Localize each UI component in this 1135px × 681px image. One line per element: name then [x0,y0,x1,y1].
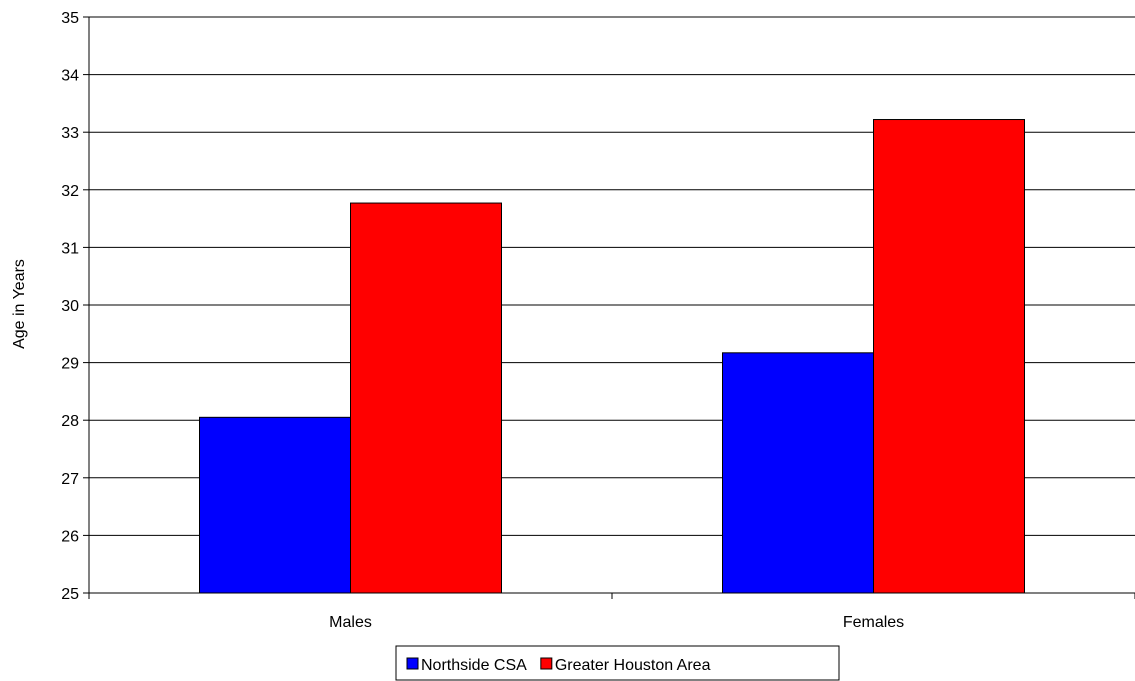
y-tick-label: 34 [61,68,79,85]
x-tick-label: Males [329,614,372,631]
bar-houston-0 [350,202,502,594]
y-tick-label: 26 [61,528,79,545]
axes [83,16,1135,599]
legend: Northside CSA Greater Houston Area [395,645,840,681]
bar-northside-1 [722,352,874,594]
y-tick-labels: 25 26 27 28 29 30 31 32 33 34 35 [61,10,79,603]
legend-box [395,645,840,681]
bar-northside-0 [199,416,351,594]
y-tick-label: 31 [61,240,79,257]
y-tick-label: 35 [61,10,79,27]
legend-swatch [540,657,553,670]
y-tick-label: 28 [61,413,79,430]
y-tick-label: 27 [61,471,79,488]
legend-swatch [406,657,419,670]
x-tick-label: Females [843,614,904,631]
bar-houston-1 [873,119,1025,594]
legend-label: Northside CSA [421,657,527,674]
y-tick-label: 32 [61,183,79,200]
y-tick-label: 30 [61,298,79,315]
x-tick-labels: Males Females [329,614,904,631]
bars [199,119,1025,594]
y-axis-label: Age in Years [11,259,28,349]
y-tick-label: 29 [61,356,79,373]
y-tick-label: 25 [61,586,79,603]
y-tick-label: 33 [61,125,79,142]
legend-label: Greater Houston Area [555,657,711,674]
